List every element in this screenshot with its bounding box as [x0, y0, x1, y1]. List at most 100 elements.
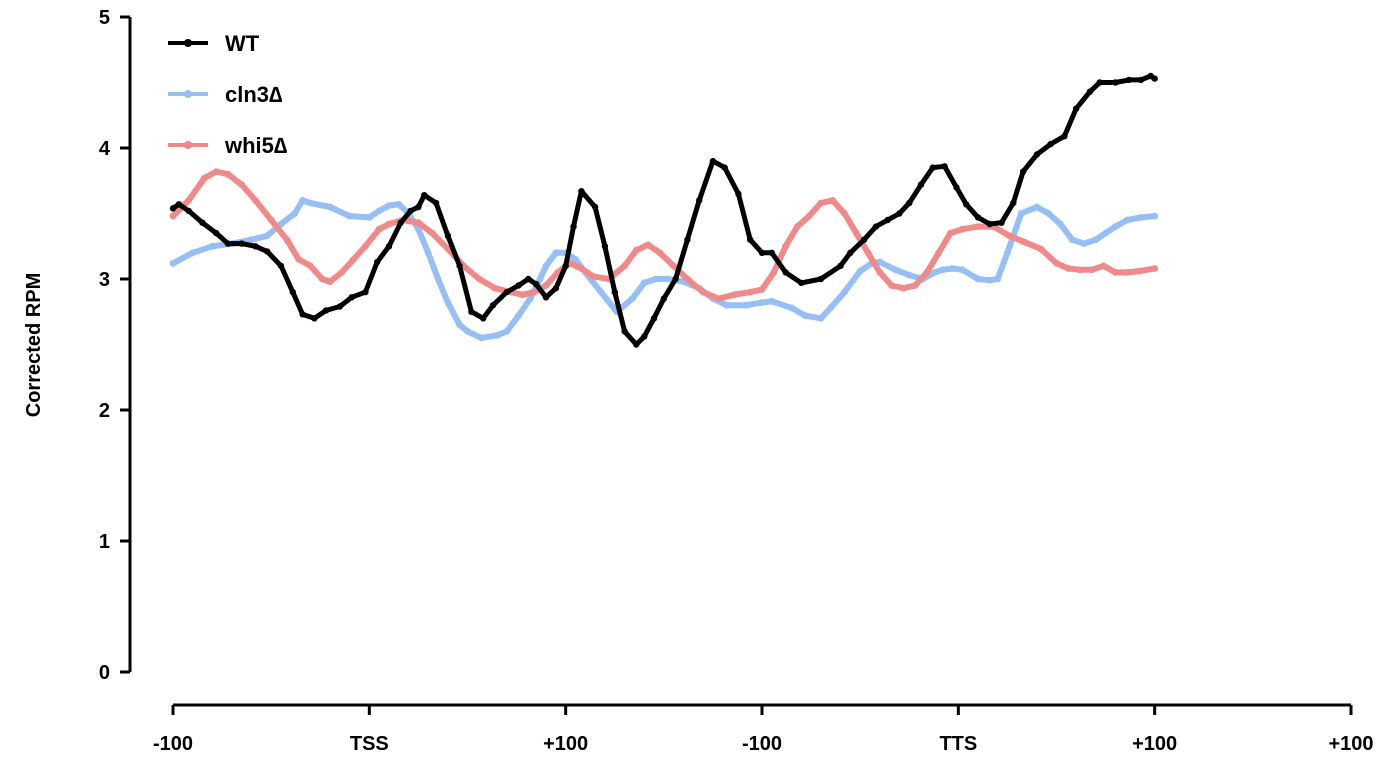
data-point [817, 314, 825, 322]
data-point [1102, 229, 1109, 237]
data-point [375, 225, 383, 233]
y-tick-label: 3 [99, 269, 110, 291]
data-point [444, 245, 452, 253]
data-point [856, 267, 864, 275]
data-point [1047, 140, 1054, 148]
legend-marker [184, 39, 192, 47]
data-point [374, 258, 381, 266]
data-point [493, 331, 501, 339]
series-layer [169, 72, 1159, 348]
y-tick-label: 0 [99, 662, 110, 684]
data-point [841, 288, 848, 296]
x-tick-label: +100 [543, 733, 588, 755]
data-point [201, 174, 208, 182]
data-point [1064, 265, 1072, 272]
data-point [1112, 79, 1119, 86]
x-axis: -100 TSS +100 -100 TTS +100 +100 [153, 703, 1374, 755]
data-point [798, 279, 805, 287]
data-point [1080, 240, 1088, 248]
data-point [434, 275, 442, 283]
data-point [299, 311, 306, 318]
data-point [385, 243, 393, 250]
data-point [552, 249, 560, 257]
data-point [941, 163, 948, 170]
data-point [1033, 203, 1041, 211]
data-point [621, 328, 628, 335]
data-point [589, 273, 597, 280]
data-point [770, 269, 778, 276]
data-point [664, 275, 672, 283]
data-point [939, 266, 946, 274]
data-point [1100, 262, 1107, 270]
data-point [640, 279, 648, 287]
data-point [837, 262, 844, 270]
legend-label: whi5∆ [224, 133, 287, 158]
data-point [672, 275, 679, 283]
data-point [542, 294, 550, 301]
data-point [731, 291, 738, 299]
legend: WT cln3∆ whi5∆ [168, 31, 287, 158]
data-point [307, 262, 314, 270]
data-point [350, 256, 357, 263]
data-point [542, 262, 550, 270]
data-point [827, 304, 835, 312]
data-point [515, 282, 522, 289]
data-point [248, 236, 255, 244]
data-point [644, 241, 652, 249]
data-point [860, 236, 868, 243]
data-point [884, 216, 891, 224]
data-point [1061, 133, 1068, 140]
data-point [633, 341, 640, 348]
data-point [721, 164, 728, 171]
data-point [1004, 249, 1011, 257]
data-point [817, 199, 825, 207]
data-point [311, 315, 318, 322]
data-point [888, 282, 895, 289]
legend-label: WT [225, 31, 260, 56]
data-point [923, 269, 931, 276]
x-tick-label: TTS [939, 733, 977, 755]
data-point [415, 219, 422, 227]
data-point [735, 190, 742, 198]
data-point [793, 223, 801, 231]
data-point [1033, 151, 1041, 158]
legend-marker [184, 141, 192, 149]
data-point [397, 219, 404, 226]
data-point [974, 275, 982, 283]
data-point [189, 249, 197, 257]
data-point [185, 197, 193, 204]
data-point [375, 207, 383, 215]
data-point [1019, 168, 1027, 175]
data-point [552, 285, 560, 292]
data-point [872, 223, 880, 230]
data-point [295, 256, 303, 263]
data-point [1017, 210, 1025, 217]
data-point [841, 210, 848, 217]
data-point [892, 266, 899, 274]
x-tick-label: +100 [1132, 733, 1177, 755]
data-point [994, 275, 1001, 283]
data-point [958, 225, 966, 233]
x-tick-label: -100 [153, 733, 193, 755]
data-point [503, 288, 510, 296]
legend-label: cln3∆ [225, 82, 282, 107]
data-point [1112, 269, 1119, 276]
data-point [175, 201, 183, 208]
data-point [629, 295, 636, 302]
data-point [169, 205, 177, 212]
data-point [530, 288, 538, 296]
data-point [699, 288, 707, 296]
data-point [847, 249, 854, 256]
data-point [1045, 210, 1052, 217]
data-point [578, 265, 585, 272]
data-point [1151, 212, 1159, 220]
data-point [238, 240, 245, 247]
data-point [917, 181, 925, 188]
data-point [817, 275, 825, 283]
data-point [252, 197, 259, 204]
data-point [519, 291, 526, 299]
data-point [601, 243, 609, 250]
y-tick-label: 1 [99, 531, 110, 553]
data-point [224, 170, 232, 178]
